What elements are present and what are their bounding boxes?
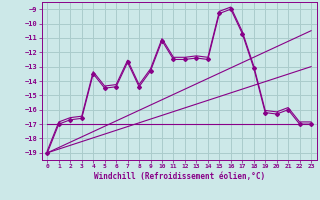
X-axis label: Windchill (Refroidissement éolien,°C): Windchill (Refroidissement éolien,°C) xyxy=(94,172,265,181)
